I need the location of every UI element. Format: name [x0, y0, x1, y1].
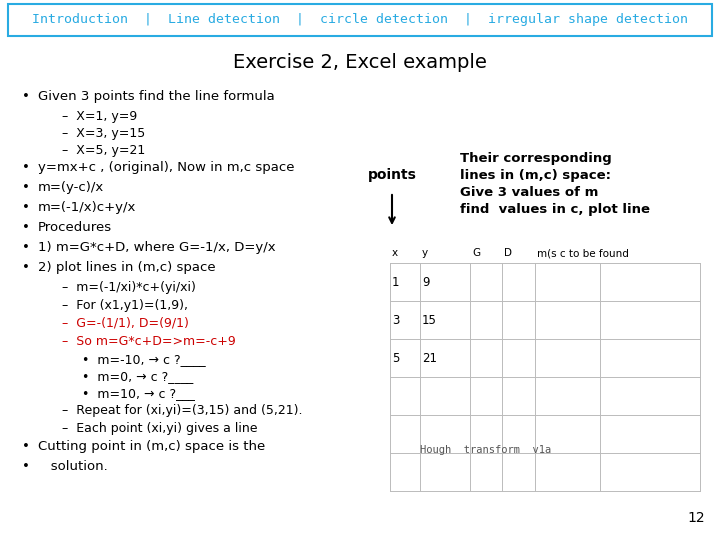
Text: Exercise 2, Excel example: Exercise 2, Excel example	[233, 52, 487, 71]
Text: Procedures: Procedures	[38, 221, 112, 234]
Text: y=mx+c , (original), Now in m,c space: y=mx+c , (original), Now in m,c space	[38, 161, 294, 174]
Text: solution.: solution.	[38, 460, 108, 473]
Text: 2) plot lines in (m,c) space: 2) plot lines in (m,c) space	[38, 261, 215, 274]
Text: 21: 21	[422, 352, 437, 365]
Text: •: •	[22, 181, 30, 194]
Text: Their corresponding
lines in (m,c) space:
Give 3 values of m
find  values in c, : Their corresponding lines in (m,c) space…	[460, 152, 650, 216]
Text: G: G	[472, 248, 480, 258]
Text: •  m=0, → c ?____: • m=0, → c ?____	[82, 370, 193, 383]
Text: y: y	[422, 248, 428, 258]
Text: –  X=3, y=15: – X=3, y=15	[62, 127, 145, 140]
Text: 9: 9	[422, 275, 430, 288]
Text: –  For (x1,y1)=(1,9),: – For (x1,y1)=(1,9),	[62, 299, 188, 312]
Text: •: •	[22, 241, 30, 254]
Text: Hough  transform  v1a: Hough transform v1a	[420, 445, 552, 455]
Text: 15: 15	[422, 314, 437, 327]
Text: D: D	[504, 248, 512, 258]
Text: –  X=5, y=21: – X=5, y=21	[62, 144, 145, 157]
Text: –  G=-(1/1), D=(9/1): – G=-(1/1), D=(9/1)	[62, 317, 189, 330]
Text: Cutting point in (m,c) space is the: Cutting point in (m,c) space is the	[38, 440, 265, 453]
Text: points: points	[368, 168, 416, 182]
Text: m=(-1/x)c+y/x: m=(-1/x)c+y/x	[38, 201, 136, 214]
Text: –  Each point (xi,yi) gives a line: – Each point (xi,yi) gives a line	[62, 422, 258, 435]
Text: •: •	[22, 201, 30, 214]
Text: 12: 12	[688, 511, 705, 525]
Text: •  m=10, → c ?___: • m=10, → c ?___	[82, 387, 195, 400]
Text: •: •	[22, 460, 30, 473]
Text: 1) m=G*c+D, where G=-1/x, D=y/x: 1) m=G*c+D, where G=-1/x, D=y/x	[38, 241, 276, 254]
Text: •: •	[22, 440, 30, 453]
FancyBboxPatch shape	[8, 4, 712, 36]
Text: –  X=1, y=9: – X=1, y=9	[62, 110, 138, 123]
Text: •: •	[22, 261, 30, 274]
Text: •: •	[22, 221, 30, 234]
Text: 1: 1	[392, 275, 400, 288]
Text: Introduction  |  Line detection  |  circle detection  |  irregular shape detecti: Introduction | Line detection | circle d…	[32, 14, 688, 26]
Text: x: x	[392, 248, 398, 258]
Text: –  So m=G*c+D=>m=-c+9: – So m=G*c+D=>m=-c+9	[62, 335, 235, 348]
Text: Given 3 points find the line formula: Given 3 points find the line formula	[38, 90, 275, 103]
Text: m=(y-c)/x: m=(y-c)/x	[38, 181, 104, 194]
Text: •: •	[22, 161, 30, 174]
Text: 5: 5	[392, 352, 400, 365]
Text: •  m=-10, → c ?____: • m=-10, → c ?____	[82, 353, 206, 366]
Text: •: •	[22, 90, 30, 103]
Text: –  m=(-1/xi)*c+(yi/xi): – m=(-1/xi)*c+(yi/xi)	[62, 281, 196, 294]
Text: –  Repeat for (xi,yi)=(3,15) and (5,21).: – Repeat for (xi,yi)=(3,15) and (5,21).	[62, 404, 302, 417]
Text: 3: 3	[392, 314, 400, 327]
Text: m(s c to be found: m(s c to be found	[537, 248, 629, 258]
